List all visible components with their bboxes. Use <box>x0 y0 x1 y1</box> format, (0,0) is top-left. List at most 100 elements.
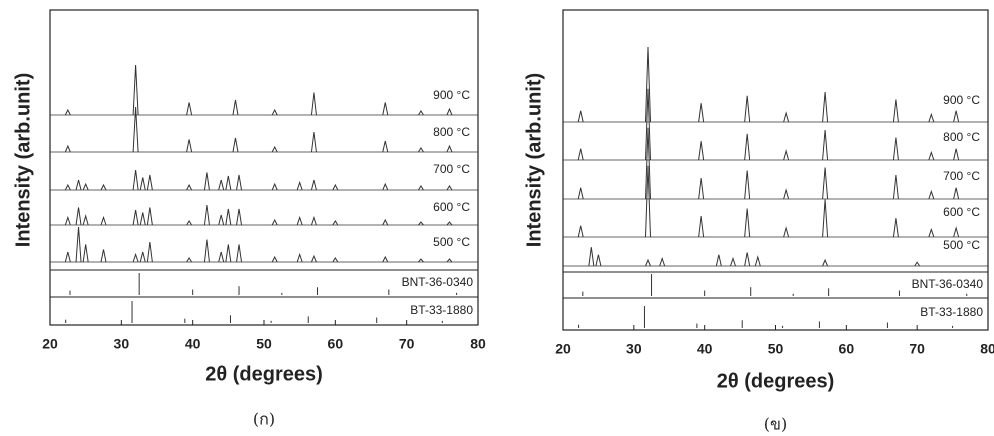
peak <box>219 215 224 225</box>
peak <box>823 130 828 160</box>
peak <box>133 170 138 190</box>
peak <box>333 258 338 262</box>
peak <box>311 93 316 116</box>
series-label: 800 °C <box>943 130 980 144</box>
x-tick-label: 60 <box>328 336 344 352</box>
peak <box>311 180 316 190</box>
peak <box>660 259 665 267</box>
peak <box>187 185 192 190</box>
peak <box>83 245 88 263</box>
peak <box>699 103 704 122</box>
peak <box>646 47 651 122</box>
peak <box>101 185 106 190</box>
x-tick-label: 70 <box>399 336 415 352</box>
x-axis-label: 2θ (degrees) <box>205 363 323 385</box>
peak <box>447 109 452 115</box>
peak <box>447 222 452 225</box>
peak <box>140 252 145 262</box>
peak <box>133 255 138 263</box>
peak <box>76 208 81 226</box>
peak <box>745 134 750 160</box>
peak <box>65 218 70 226</box>
peak <box>784 228 789 237</box>
peak <box>954 228 959 237</box>
series-label: 600 °C <box>943 205 980 219</box>
caption: (ก) <box>253 410 275 429</box>
y-axis-label: Intensity (arb.unit) <box>523 73 545 247</box>
peak <box>140 178 145 191</box>
peak <box>311 256 316 262</box>
series-label: 500 °C <box>943 238 980 252</box>
peak <box>893 175 898 199</box>
peak <box>204 205 209 225</box>
peak <box>133 210 138 225</box>
peak <box>147 208 152 226</box>
peak <box>83 184 88 190</box>
peak <box>784 113 789 122</box>
series-label: 500 °C <box>433 235 470 249</box>
peak <box>297 255 302 263</box>
peak <box>76 227 81 262</box>
x-tick-label: 40 <box>697 341 713 357</box>
peak <box>893 138 898 161</box>
peak <box>272 110 277 115</box>
peak <box>699 141 704 160</box>
peak <box>187 103 192 116</box>
peak <box>823 200 828 238</box>
peak <box>716 255 721 266</box>
peak <box>646 260 651 266</box>
peak <box>418 111 423 115</box>
peak <box>418 186 423 190</box>
x-tick-label: 30 <box>626 341 642 357</box>
peak <box>140 213 145 226</box>
peak <box>699 216 704 237</box>
peak <box>929 230 934 238</box>
x-tick-label: 20 <box>555 341 571 357</box>
peak <box>915 262 920 266</box>
peak <box>578 226 583 237</box>
peak <box>823 92 828 122</box>
x-tick-label: 80 <box>980 341 994 357</box>
peak <box>101 250 106 263</box>
peak <box>204 240 209 263</box>
peak <box>578 111 583 122</box>
caption: (ข) <box>764 415 787 434</box>
series-label: 700 °C <box>943 169 980 183</box>
peak <box>101 218 106 226</box>
peak <box>784 151 789 160</box>
peak <box>147 242 152 262</box>
peak <box>311 218 316 226</box>
peak <box>333 221 338 225</box>
peak <box>954 111 959 122</box>
peak <box>383 257 388 262</box>
peak <box>929 192 934 200</box>
x-axis-label: 2θ (degrees) <box>717 370 835 392</box>
peak <box>784 190 789 199</box>
peak <box>745 253 750 267</box>
series-label: 600 °C <box>433 200 470 214</box>
peak <box>893 218 898 237</box>
series-label: 700 °C <box>433 162 470 176</box>
peak <box>418 222 423 225</box>
peak <box>226 245 231 263</box>
peak <box>383 220 388 225</box>
peak <box>219 180 224 190</box>
peak <box>731 259 736 267</box>
peak <box>297 183 302 191</box>
x-tick-label: 80 <box>470 336 486 352</box>
peak <box>237 209 242 225</box>
figure: 20 30 40 50 60 70 80 2θ (degrees) Intensity (arb… <box>0 0 994 436</box>
peak <box>745 96 750 122</box>
peak <box>219 252 224 262</box>
peak <box>447 259 452 262</box>
x-tick-label: 50 <box>256 336 272 352</box>
peak <box>383 141 388 152</box>
x-tick-label: 40 <box>185 336 201 352</box>
peak <box>272 257 277 262</box>
peak <box>83 216 88 225</box>
reference-label: BNT-36-0340 <box>402 275 474 289</box>
peak <box>187 221 192 225</box>
reference-label: BNT-36-0340 <box>912 277 984 291</box>
peak <box>929 153 934 161</box>
peak <box>226 209 231 225</box>
